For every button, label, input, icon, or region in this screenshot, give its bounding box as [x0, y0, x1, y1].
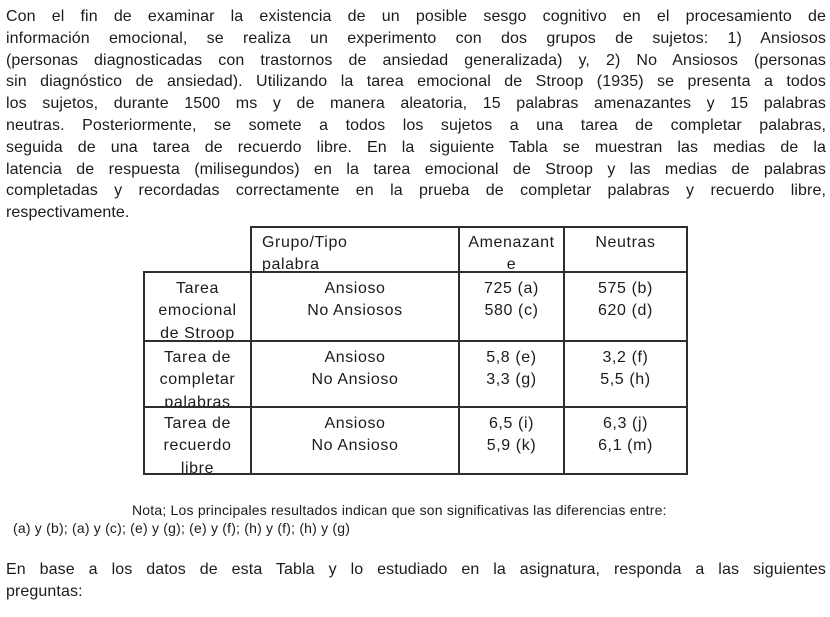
- header-line: Amenazant: [468, 234, 555, 251]
- value-line: 6,1 (m): [598, 437, 653, 455]
- value-cell-stroop-neutras: 575 (b) 620 (d): [563, 271, 688, 340]
- intro-line: neutras. Posteriormente, se somete a tod…: [6, 116, 826, 134]
- row-label-line: completar: [159, 371, 236, 389]
- value-line: 3,2 (f): [602, 349, 649, 366]
- row-label-line: emocional: [158, 302, 237, 320]
- value-cell-completar-neutras: 3,2 (f) 5,5 (h): [563, 340, 688, 406]
- intro-line-last: respectivamente.: [6, 204, 130, 222]
- group-line: Ansioso: [324, 415, 386, 432]
- table-header-corner-cell: [143, 226, 250, 271]
- table-header-neutras: Neutras: [563, 226, 688, 271]
- intro-line: Con el fin de examinar la existencia de …: [6, 8, 826, 25]
- intro-line: completadas y recordadas correctamente e…: [6, 182, 826, 200]
- intro-line: sin diagnóstico de ansiedad). Utilizando…: [6, 73, 826, 91]
- row-label-line: de Stroop: [160, 324, 235, 340]
- row-label-recuerdo: Tarea de recuerdo libre: [143, 406, 250, 475]
- row-label-line: libre: [180, 459, 215, 475]
- row-label-line: palabras: [164, 393, 231, 406]
- row-label-line: Tarea de: [163, 349, 232, 366]
- header-line: e: [506, 256, 517, 271]
- closing-line: En base a los datos de esta Tabla y lo e…: [6, 561, 826, 578]
- header-line: palabra: [262, 256, 320, 271]
- group-cell-recuerdo: Ansioso No Ansioso: [250, 406, 458, 475]
- value-cell-stroop-amenazante: 725 (a) 580 (c): [458, 271, 563, 340]
- row-label-line: Tarea: [175, 280, 220, 297]
- value-line: 575 (b): [598, 280, 653, 297]
- closing-paragraph: En base a los datos de esta Tabla y lo e…: [6, 559, 826, 603]
- value-cell-recuerdo-neutras: 6,3 (j) 6,1 (m): [563, 406, 688, 475]
- table-header-amenazante: Amenazant e: [458, 226, 563, 271]
- group-line: No Ansiosos: [307, 302, 403, 320]
- value-cell-recuerdo-amenazante: 6,5 (i) 5,9 (k): [458, 406, 563, 475]
- group-line: Ansioso: [324, 349, 386, 366]
- row-label-completar: Tarea de completar palabras: [143, 340, 250, 406]
- group-cell-completar: Ansioso No Ansioso: [250, 340, 458, 406]
- value-line: 620 (d): [598, 302, 653, 320]
- closing-line-last: preguntas:: [6, 582, 83, 600]
- group-cell-stroop: Ansioso No Ansiosos: [250, 271, 458, 340]
- row-label-line: Tarea de: [163, 415, 232, 432]
- intro-line: (personas diagnosticadas con trastornos …: [6, 51, 826, 69]
- value-line: 3,3 (g): [486, 371, 537, 389]
- group-line: No Ansioso: [311, 437, 399, 455]
- intro-line: los sujetos, durante 1500 ms y de manera…: [6, 95, 826, 113]
- intro-paragraph: Con el fin de examinar la existencia de …: [6, 6, 826, 224]
- table-header-group-type: Grupo/Tipo palabra: [250, 226, 458, 271]
- header-line: Grupo/Tipo: [262, 234, 348, 251]
- table-note-line1: Nota; Los principales resultados indican…: [132, 502, 667, 518]
- value-line: 5,5 (h): [600, 371, 651, 389]
- row-label-line: recuerdo: [163, 437, 232, 455]
- value-line: 5,8 (e): [486, 349, 537, 366]
- value-line: 6,5 (i): [488, 415, 535, 432]
- intro-line: seguida de una tarea de recuerdo libre. …: [6, 138, 826, 156]
- intro-line: información emocional, se realiza un exp…: [6, 29, 826, 47]
- group-line: No Ansioso: [311, 371, 399, 389]
- value-line: 6,3 (j): [602, 415, 649, 432]
- intro-line: latencia de respuesta (milisegundos) en …: [6, 160, 826, 178]
- results-table: Grupo/Tipo palabra Amenazant e Neutras T…: [143, 226, 688, 475]
- value-cell-completar-amenazante: 5,8 (e) 3,3 (g): [458, 340, 563, 406]
- group-line: Ansioso: [324, 280, 386, 297]
- value-line: 5,9 (k): [486, 437, 537, 455]
- row-label-stroop: Tarea emocional de Stroop: [143, 271, 250, 340]
- value-line: 580 (c): [484, 302, 539, 320]
- table-note-line2: (a) y (b); (a) y (c); (e) y (g); (e) y (…: [13, 520, 351, 536]
- value-line: 725 (a): [484, 280, 539, 297]
